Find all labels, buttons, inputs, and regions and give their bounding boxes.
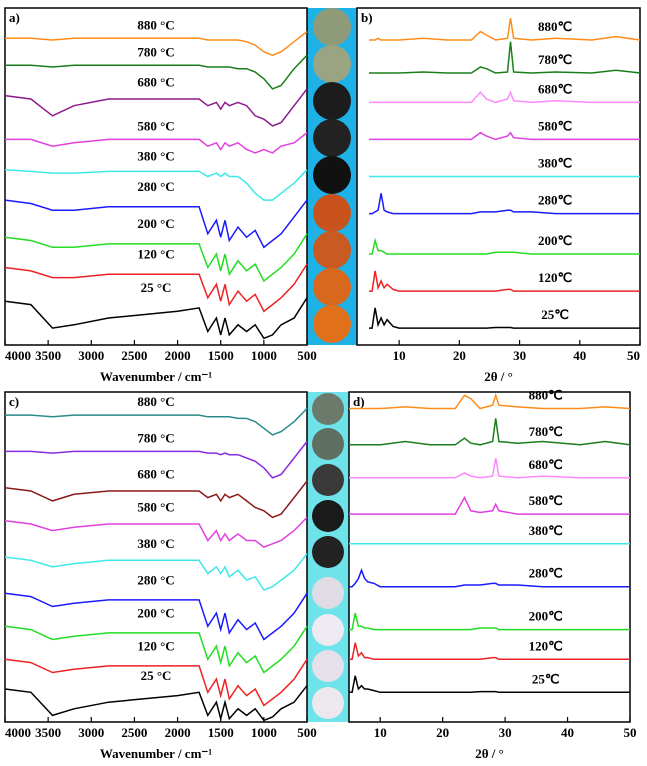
x-tick-label: 3500 [35,348,61,363]
series-line [349,418,630,444]
x-tick-label: 20 [436,725,449,740]
x-tick-label: 30 [513,348,526,363]
x-tick-label: 50 [624,725,637,740]
series-line [349,570,630,587]
x-tick-label: 2000 [165,725,191,740]
photo-strip-top [307,8,357,345]
series-label: 580℃ [529,493,563,508]
series-label: 200 °C [137,216,174,231]
series-label: 380 °C [137,536,174,551]
series-line [369,308,640,328]
plot-frame [349,392,630,722]
x-tick-label: 2500 [121,725,147,740]
series-label: 380℃ [529,523,563,538]
x-tick-label: 2000 [165,348,191,363]
series-label: 880℃ [529,387,563,402]
series-label: 120℃ [538,270,572,285]
x-tick-label: 3500 [35,725,61,740]
series-label: 25 °C [141,280,172,295]
series-line [369,42,640,73]
panel-label: a) [9,10,20,25]
series-label: 780℃ [538,52,572,67]
series-label: 280 °C [137,179,174,194]
x-tick-label: 40 [573,348,586,363]
series-line [369,193,640,213]
x-axis-title: Wavenumber / cm⁻¹ [100,746,212,761]
x-tick-label: 1000 [251,348,277,363]
panel-label: d) [353,394,365,409]
series-line [369,18,640,40]
x-tick-label: 1500 [208,348,234,363]
series-label: 200℃ [538,233,572,248]
series-line [369,241,640,255]
figure: 4000 3500 3000 2500 2000 1500 1000 500 Wavenumbe… [0,0,647,766]
series-line [5,686,307,721]
series-label: 780 °C [137,44,174,59]
series-label: 200 °C [137,605,174,620]
series-label: 25 °C [141,668,172,683]
series-label: 280 °C [137,572,174,587]
series-line [349,498,630,514]
series-label: 120℃ [529,638,563,653]
series-label: 580℃ [538,118,572,133]
series-label: 200℃ [529,609,563,624]
series-line [369,271,640,291]
x-axis-title: 2θ / ° [475,746,504,761]
series-line [369,92,640,102]
series-label: 120 °C [137,638,174,653]
x-tick-label: 500 [297,348,317,363]
series-label: 880 °C [137,394,174,409]
series-line [369,133,640,140]
x-tick-label: 50 [627,348,640,363]
x-tick-label: 30 [499,725,512,740]
x-tick-label: 3000 [78,348,104,363]
x-tick-label: 1500 [208,725,234,740]
x-tick-label: 500 [297,725,317,740]
photo-strip-bottom [307,392,349,722]
series-label: 680 °C [137,75,174,90]
series-label: 280℃ [529,566,563,581]
series-label: 680℃ [529,457,563,472]
series-label: 280℃ [538,193,572,208]
series-label: 380℃ [538,155,572,170]
series-line [349,395,630,408]
series-label: 25℃ [541,307,569,322]
x-axis-title: Wavenumber / cm⁻¹ [100,369,212,384]
x-tick-label: 3000 [78,725,104,740]
x-tick-label: 20 [453,348,466,363]
x-tick-label: 4000 [5,348,31,363]
series-label: 880 °C [137,17,174,32]
series-label: 680℃ [538,81,572,96]
panel-label: b) [361,10,373,25]
series-label: 380 °C [137,149,174,164]
x-tick-label: 10 [393,348,406,363]
series-label: 580 °C [137,118,174,133]
x-tick-label: 2500 [121,348,147,363]
series-label: 25℃ [532,671,560,686]
series-label: 880℃ [538,19,572,34]
series-label: 780℃ [529,424,563,439]
series-label: 580 °C [137,500,174,515]
series-label: 780 °C [137,430,174,445]
x-tick-label: 4000 [5,725,31,740]
series-line [349,676,630,693]
series-label: 680 °C [137,467,174,482]
panel-label: c) [9,394,19,409]
series-line [349,613,630,630]
series-line [5,298,307,339]
x-axis-title: 2θ / ° [484,369,513,384]
series-label: 120 °C [137,246,174,261]
x-tick-label: 40 [561,725,574,740]
series-line [349,458,630,478]
x-tick-label: 10 [374,725,387,740]
x-tick-label: 1000 [251,725,277,740]
series-line [349,643,630,660]
